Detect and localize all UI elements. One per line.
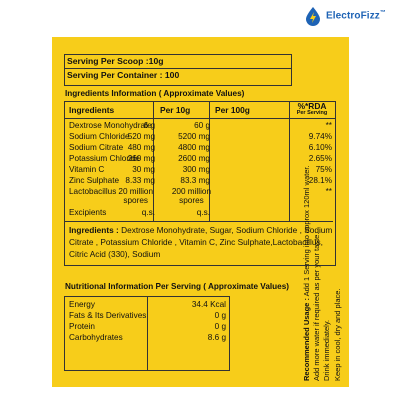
ingredients-table-header: Ingredients Per 10g Per 100g %*RDA Per Se…	[65, 102, 335, 119]
table-row: Protein 0 g	[69, 322, 226, 331]
table-row: Fats & Its Derivatives 0 g	[69, 311, 226, 320]
ingredients-list: Ingredients : Dextrose Monohydrate, Suga…	[65, 221, 333, 263]
recommended-usage: Recommended Usage : Add 1 Serving into a…	[302, 165, 342, 381]
table-row: Carbohydrates 8.6 g	[69, 333, 226, 342]
nutrition-title: Nutritional Information Per Serving ( Ap…	[65, 282, 289, 291]
table-row: Energy 34.4 Kcal	[69, 300, 226, 309]
serving-per-scoop: Serving Per Scoop :10g	[67, 56, 164, 66]
serving-box: Serving Per Scoop :10g Serving Per Conta…	[64, 54, 292, 86]
brand-name: ElectroFizz™	[326, 10, 386, 22]
serving-per-container: Serving Per Container : 100	[65, 68, 291, 82]
ingredients-table: Ingredients Per 10g Per 100g %*RDA Per Se…	[64, 101, 336, 266]
header-ingredients: Ingredients	[69, 105, 115, 115]
lightning-drop-icon	[306, 7, 320, 26]
ingredients-text: Dextrose Monohydrate, Sugar, Sodium Chlo…	[69, 225, 333, 260]
nutrition-table: Energy 34.4 Kcal Fats & Its Derivatives …	[64, 296, 230, 371]
ingredients-info-title: Ingredients Information ( Approximate Va…	[65, 89, 245, 98]
header-per-100g: Per 100g	[215, 105, 250, 115]
nutrition-label: Serving Per Scoop :10g Serving Per Conta…	[52, 37, 349, 387]
header-per-10g: Per 10g	[160, 105, 191, 115]
brand-header: ElectroFizz™	[303, 6, 386, 26]
ingredients-label: Ingredients :	[69, 225, 119, 235]
header-rda: %*RDA Per Serving	[296, 101, 328, 116]
